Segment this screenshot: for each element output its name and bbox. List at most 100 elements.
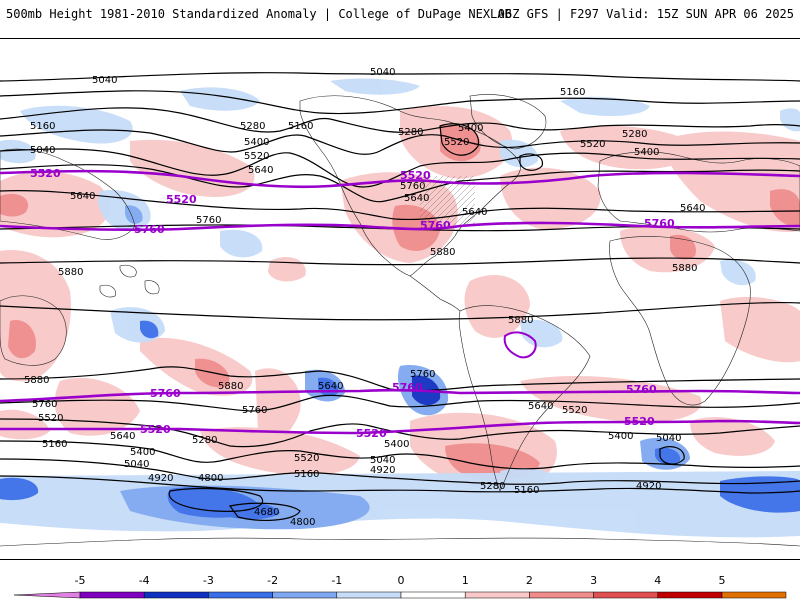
contour-label: 5520 — [38, 413, 63, 424]
contour-label: 5040 — [370, 455, 395, 466]
contour-label: 4800 — [290, 517, 315, 528]
contour-label: 5400 — [458, 123, 483, 134]
contour-label-5760: 5760 — [626, 383, 657, 396]
contour-label: 5040 — [92, 75, 117, 86]
colorbar-tick-label: 0 — [398, 574, 405, 587]
contour-label: 5640 — [110, 431, 135, 442]
colorbar-tick-label: 3 — [590, 574, 597, 587]
colorbar-segment — [272, 591, 338, 599]
colorbar-tick-label: -1 — [331, 574, 342, 587]
contour-label: 5640 — [248, 165, 273, 176]
colorbar-ticks: -5 -4 -3 -2 -1 0 1 2 3 4 5 — [75, 574, 726, 587]
map-title: 500mb Height 1981-2010 Standardized Anom… — [6, 7, 512, 21]
highlight-contours — [0, 169, 800, 435]
contour-label: 5160 — [514, 485, 539, 496]
contour-label: 5040 — [370, 67, 395, 78]
contour-label: 5760 — [32, 399, 57, 410]
header-bar: 500mb Height 1981-2010 Standardized Anom… — [0, 0, 800, 30]
negative-anomaly-shading — [0, 78, 800, 538]
colorbar-tick-label: 5 — [719, 574, 726, 587]
contour-label: 5520 — [580, 139, 605, 150]
map-panel: 5040 5040 5160 5280 5160 5280 5400 5160 … — [0, 38, 800, 560]
contour-label: 5040 — [656, 433, 681, 444]
contour-label-5520: 5520 — [30, 167, 61, 180]
contour-label-5760: 5760 — [420, 219, 451, 232]
contour-label: 5160 — [294, 469, 319, 480]
contour-label: 5760 — [400, 181, 425, 192]
contour-label: 5160 — [560, 87, 585, 98]
contour-label: 5640 — [680, 203, 705, 214]
colorbar-segment — [464, 591, 530, 599]
contour-label: 5520 — [444, 137, 469, 148]
contour-label: 4920 — [370, 465, 395, 476]
colorbar-svg: -5 -4 -3 -2 -1 0 1 2 3 4 5 — [13, 574, 787, 599]
contour-label-5520: 5520 — [400, 169, 431, 182]
colorbar-tick-label: -3 — [203, 574, 214, 587]
contour-label: 5040 — [30, 145, 55, 156]
contour-label: 5160 — [30, 121, 55, 132]
contour-label: 4680 — [254, 507, 279, 518]
anomaly-map: 5040 5040 5160 5280 5160 5280 5400 5160 … — [0, 39, 800, 559]
colorbar-segment — [208, 591, 273, 599]
contour-label-5760: 5760 — [150, 387, 181, 400]
contour-label: 5760 — [410, 369, 435, 380]
contour-label: 5280 — [398, 127, 423, 138]
contour-label: 5160 — [288, 121, 313, 132]
contour-label: 5880 — [508, 315, 533, 326]
contour-label: 5040 — [124, 459, 149, 470]
highlight-contour-labels: 5520 5520 5520 5760 5760 5760 5760 5760 … — [30, 167, 675, 440]
colorbar-tick-label: 4 — [654, 574, 661, 587]
colorbar-segments — [13, 591, 787, 599]
contour-label: 5280 — [192, 435, 217, 446]
coastlines — [0, 94, 800, 547]
height-contours — [0, 72, 800, 521]
colorbar-segment — [13, 591, 81, 599]
contour-label: 5400 — [244, 137, 269, 148]
contour-label: 5280 — [480, 481, 505, 492]
contour-label-5520: 5520 — [140, 423, 171, 436]
contour-label: 5760 — [196, 215, 221, 226]
contour-label: 5880 — [672, 263, 697, 274]
contour-label-5760: 5760 — [644, 217, 675, 230]
contour-label: 4920 — [148, 473, 173, 484]
colorbar-tick-label: -4 — [139, 574, 150, 587]
contour-label-5760: 5760 — [392, 381, 423, 394]
colorbar-tick-label: 2 — [526, 574, 533, 587]
colorbar-segment — [400, 591, 466, 599]
contour-label: 5640 — [462, 207, 487, 218]
contour-label: 4920 — [636, 481, 661, 492]
contour-label: 5880 — [218, 381, 243, 392]
contour-label-5520: 5520 — [624, 415, 655, 428]
contour-label-5520: 5520 — [166, 193, 197, 206]
colorbar-segment — [529, 591, 594, 599]
colorbar-tick-label: -2 — [267, 574, 278, 587]
contour-label: 5280 — [622, 129, 647, 140]
contour-label: 5640 — [70, 191, 95, 202]
contour-label-5760: 5760 — [134, 223, 165, 236]
colorbar-segment — [336, 591, 402, 599]
contour-label: 5880 — [24, 375, 49, 386]
contour-label: 5400 — [608, 431, 633, 442]
purple-closed-contour — [503, 331, 537, 359]
colorbar-segment — [79, 591, 145, 599]
contour-label: 5880 — [430, 247, 455, 258]
contour-label: 5520 — [294, 453, 319, 464]
colorbar-segment — [143, 591, 209, 599]
contour-label-5520: 5520 — [356, 427, 387, 440]
colorbar-segment — [657, 591, 723, 599]
contour-label: 5640 — [528, 401, 553, 412]
contour-labels: 5040 5040 5160 5280 5160 5280 5400 5160 … — [24, 67, 705, 528]
colorbar-segment — [721, 591, 787, 599]
colorbar-tick-label: 1 — [462, 574, 469, 587]
contour-label: 5640 — [404, 193, 429, 204]
contour-label: 4800 — [198, 473, 223, 484]
contour-label: 5640 — [318, 381, 343, 392]
model-run-info: 06Z GFS | F297 Valid: 15Z SUN APR 06 202… — [497, 7, 794, 21]
contour-label: 5520 — [244, 151, 269, 162]
contour-label: 5400 — [634, 147, 659, 158]
colorbar-segment — [593, 591, 659, 599]
colorbar-tick-label: -5 — [75, 574, 86, 587]
contour-label: 5400 — [384, 439, 409, 450]
contour-label: 5880 — [58, 267, 83, 278]
contour-label: 5400 — [130, 447, 155, 458]
